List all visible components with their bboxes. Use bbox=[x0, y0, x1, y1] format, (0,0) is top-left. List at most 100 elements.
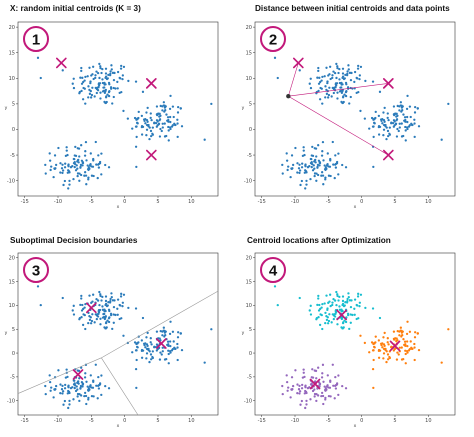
data-point bbox=[316, 394, 320, 397]
data-point bbox=[87, 322, 90, 325]
data-point bbox=[377, 125, 381, 129]
data-point bbox=[382, 343, 386, 346]
data-point bbox=[48, 380, 52, 384]
data-point bbox=[334, 376, 337, 379]
data-point bbox=[286, 168, 289, 172]
data-point bbox=[395, 358, 399, 361]
data-point bbox=[329, 157, 332, 161]
data-point bbox=[332, 298, 335, 301]
step-badge bbox=[23, 26, 49, 52]
data-point bbox=[309, 398, 312, 401]
distance-line bbox=[288, 95, 389, 156]
data-point bbox=[335, 303, 338, 307]
data-point bbox=[161, 334, 164, 337]
data-point bbox=[107, 387, 111, 390]
data-point bbox=[338, 81, 342, 85]
data-point bbox=[331, 74, 334, 77]
data-point bbox=[60, 388, 64, 391]
data-point bbox=[321, 327, 324, 331]
data-point bbox=[80, 66, 83, 70]
data-point bbox=[372, 135, 375, 139]
data-point bbox=[104, 385, 107, 388]
data-point bbox=[290, 376, 294, 379]
data-point bbox=[349, 95, 352, 99]
data-point bbox=[90, 301, 93, 304]
data-point bbox=[72, 379, 75, 382]
data-point bbox=[374, 110, 377, 114]
data-point bbox=[290, 167, 293, 170]
data-point bbox=[94, 140, 97, 144]
step-badge bbox=[260, 26, 286, 52]
y-tick-label: 0 bbox=[249, 127, 252, 133]
data-point bbox=[62, 403, 65, 406]
data-point bbox=[135, 345, 139, 349]
data-point bbox=[62, 183, 65, 187]
data-point bbox=[406, 115, 409, 119]
data-point bbox=[88, 66, 91, 69]
data-point bbox=[317, 316, 320, 319]
data-point bbox=[109, 70, 112, 73]
data-point bbox=[334, 83, 337, 86]
data-point bbox=[302, 149, 305, 152]
data-point bbox=[331, 303, 334, 307]
data-point bbox=[330, 95, 333, 98]
data-point bbox=[155, 343, 159, 346]
data-point bbox=[144, 118, 147, 121]
data-point bbox=[101, 90, 105, 93]
decision-boundary-line bbox=[101, 357, 139, 416]
data-point bbox=[325, 164, 329, 167]
data-point bbox=[156, 112, 160, 115]
data-point bbox=[83, 391, 87, 394]
points-layer bbox=[36, 285, 213, 410]
data-point bbox=[344, 90, 348, 94]
data-point bbox=[320, 394, 323, 398]
data-point bbox=[345, 74, 349, 77]
data-point bbox=[336, 293, 339, 296]
data-point bbox=[317, 366, 320, 369]
data-point bbox=[80, 366, 83, 369]
data-point bbox=[146, 331, 149, 335]
data-point bbox=[447, 328, 450, 331]
data-point bbox=[326, 374, 329, 377]
data-point bbox=[149, 112, 152, 115]
data-point bbox=[99, 65, 102, 68]
data-point bbox=[348, 327, 351, 331]
data-point bbox=[413, 336, 417, 339]
y-tick-label: 20 bbox=[246, 25, 252, 31]
data-point bbox=[400, 346, 403, 349]
data-point bbox=[165, 134, 168, 138]
data-point bbox=[104, 90, 107, 93]
data-point bbox=[374, 341, 377, 344]
data-point bbox=[127, 79, 130, 83]
data-point bbox=[363, 117, 366, 120]
data-point bbox=[107, 94, 111, 98]
data-point bbox=[281, 392, 284, 396]
data-point bbox=[386, 337, 389, 340]
data-point bbox=[101, 81, 105, 85]
data-point bbox=[347, 292, 350, 295]
x-tick-label: -15 bbox=[21, 418, 29, 424]
data-point bbox=[121, 301, 124, 304]
data-point bbox=[107, 317, 111, 320]
data-point bbox=[134, 145, 138, 148]
data-point bbox=[374, 116, 377, 120]
data-point bbox=[73, 165, 76, 169]
data-point bbox=[281, 172, 284, 175]
data-point bbox=[406, 320, 409, 323]
data-point bbox=[153, 122, 156, 125]
data-point bbox=[348, 102, 351, 105]
data-point bbox=[83, 394, 86, 398]
data-point bbox=[180, 125, 184, 128]
data-point bbox=[65, 146, 68, 149]
data-point bbox=[349, 313, 352, 316]
data-point bbox=[99, 66, 102, 70]
data-point bbox=[341, 321, 345, 325]
data-point bbox=[357, 292, 360, 295]
data-point bbox=[385, 138, 388, 141]
data-point bbox=[384, 123, 387, 127]
data-point bbox=[294, 146, 297, 150]
data-point bbox=[67, 164, 70, 167]
y-axis-label: y bbox=[242, 331, 245, 336]
data-point bbox=[163, 122, 166, 125]
data-point bbox=[101, 308, 105, 311]
